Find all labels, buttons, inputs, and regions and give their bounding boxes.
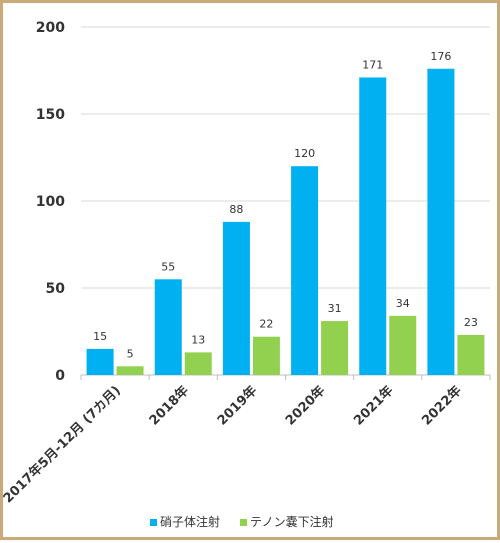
bar-series2 <box>389 315 417 375</box>
bar-series1 <box>154 279 182 375</box>
bar-series1 <box>359 77 387 376</box>
bar-series2 <box>321 321 349 375</box>
legend-swatch <box>150 519 157 526</box>
y-tick-label: 0 <box>55 368 65 384</box>
bar-series1 <box>222 221 250 375</box>
bars <box>86 68 485 376</box>
x-category-label: 2019年 <box>214 383 260 429</box>
bar-series2 <box>252 336 280 375</box>
legend-swatch <box>240 519 248 526</box>
legend-label: テノン嚢下注射 <box>250 514 334 529</box>
y-tick-label: 200 <box>36 20 65 36</box>
x-category-label: 2018年 <box>146 383 192 429</box>
data-label: 5 <box>127 347 134 360</box>
data-label: 34 <box>396 297 410 310</box>
bar-series1 <box>291 166 319 375</box>
y-tick-label: 100 <box>36 194 65 210</box>
data-label: 120 <box>294 147 315 160</box>
data-label: 171 <box>362 58 383 71</box>
data-label: 176 <box>430 50 451 63</box>
bar-series2 <box>457 334 485 375</box>
data-label: 22 <box>259 318 273 331</box>
data-labels: 15 55 88 120 171 176 5 13 22 31 34 23 <box>93 50 478 361</box>
y-tick-label: 150 <box>36 107 65 123</box>
data-label: 23 <box>464 316 478 329</box>
bar-series2 <box>184 352 212 375</box>
x-category-label: 2017年5月-12月 (7カ月) <box>3 383 124 507</box>
x-category-label: 2021年 <box>350 383 396 429</box>
legend: 硝子体注射 テノン嚢下注射 <box>150 514 334 529</box>
category-labels: 2017年5月-12月 (7カ月) 2018年 2019年 2020年 2021年 202… <box>3 383 465 507</box>
gridlines <box>81 26 490 289</box>
data-label: 88 <box>229 203 243 216</box>
data-label: 55 <box>161 260 175 273</box>
axes: 0 50 100 150 200 <box>36 20 491 384</box>
y-tick-label: 50 <box>46 281 66 297</box>
bar-series1 <box>427 68 455 375</box>
x-category-label: 2022年 <box>419 383 465 429</box>
legend-label: 硝子体注射 <box>160 514 220 529</box>
bar-series2 <box>116 366 144 375</box>
data-label: 13 <box>191 333 205 346</box>
data-label: 31 <box>328 302 342 315</box>
data-label: 15 <box>93 330 107 343</box>
x-category-label: 2020年 <box>282 383 328 429</box>
bar-series1 <box>86 348 114 375</box>
